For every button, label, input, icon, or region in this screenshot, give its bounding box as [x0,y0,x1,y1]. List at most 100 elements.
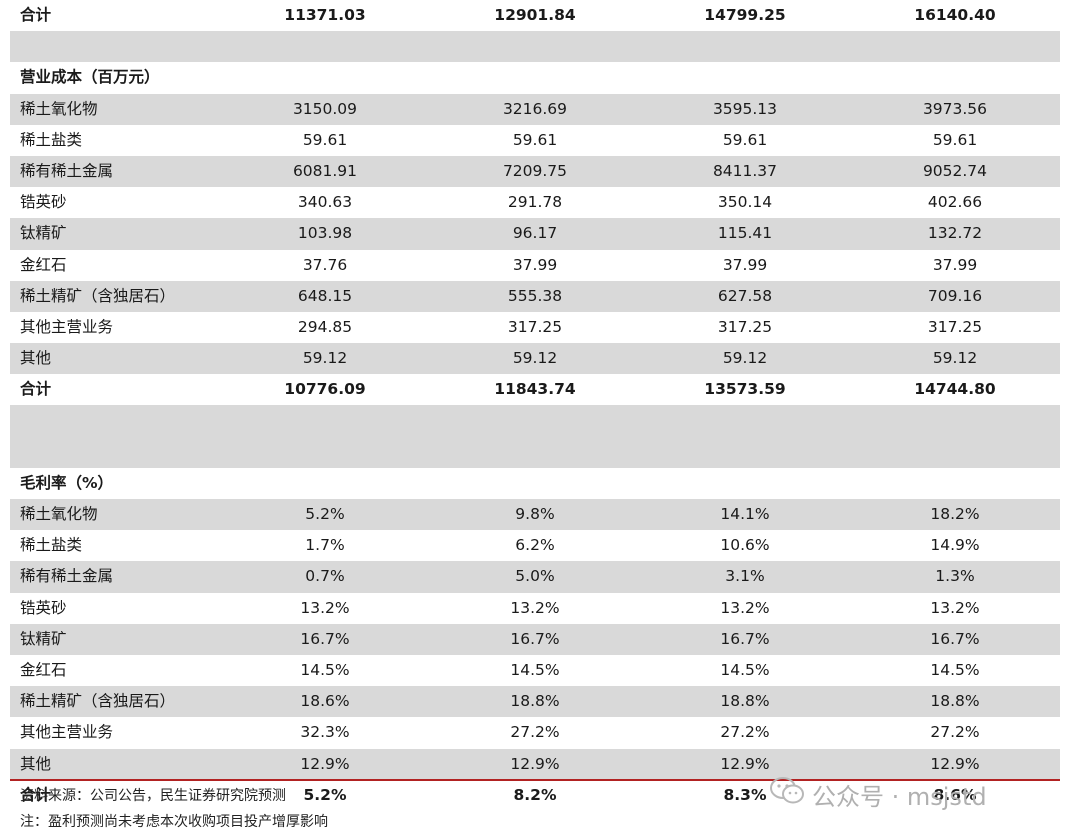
value-cell: 27.2% [720,723,770,742]
value-cell: 3973.56 [922,99,988,118]
row-label: 金红石 [20,255,67,274]
value-cell: 8.2% [513,785,557,804]
spacer-row [10,436,1060,468]
value-cell: 627.58 [717,286,773,305]
value-cell: 13.2% [720,598,770,617]
table-row: 金红石 37.76 37.99 37.99 37.99 [10,250,1060,281]
row-label: 稀土盐类 [20,536,83,555]
value-cell: 59.61 [302,130,348,149]
value-cell: 13573.59 [704,380,786,399]
row-label: 稀土氧化物 [20,505,98,523]
value-cell: 115.41 [717,224,773,243]
value-cell: 12.9% [720,754,770,773]
row-label: 钛精矿 [20,224,67,243]
value-cell: 18.8% [930,692,980,711]
row-label: 其他 [20,349,52,368]
value-cell: 10.6% [720,536,770,555]
value-cell: 37.76 [302,255,348,274]
value-cell: 8.3% [723,785,767,804]
table-row: 锆英砂 13.2% 13.2% 13.2% 13.2% [10,593,1060,624]
row-label: 锆英砂 [20,193,67,212]
value-cell [865,62,1045,93]
value-cell: 18.8% [720,692,770,711]
value-cell: 12.9% [930,754,980,773]
value-cell: 317.25 [507,317,563,336]
value-cell: 5.2% [303,785,347,804]
table-row: 稀有稀土金属 6081.91 7209.75 8411.37 9052.74 [10,155,1060,188]
table-row: 稀土盐类 1.7% 6.2% 10.6% 14.9% [10,530,1060,561]
value-cell: 6.2% [515,536,555,555]
forecast-note: 注：盈利预测尚未考虑本次收购项目投产增厚影响 [20,814,328,830]
value-cell: 14799.25 [704,6,786,24]
value-cell: 291.78 [507,193,563,212]
value-cell: 16.7% [300,629,350,648]
value-cell: 14.5% [720,660,770,679]
value-cell [445,405,625,436]
value-cell: 7209.75 [502,161,568,180]
table-row: 钛精矿 103.98 96.17 115.41 132.72 [10,218,1060,250]
value-cell: 5.2% [305,505,345,523]
value-cell [865,468,1045,499]
row-label: 营业成本（百万元） [20,68,160,87]
value-cell [445,31,625,62]
value-cell: 11843.74 [494,380,576,399]
value-cell: 9.8% [515,505,555,523]
row-label: 钛精矿 [20,629,67,648]
value-cell: 37.99 [512,255,558,274]
value-cell [445,437,625,468]
value-cell [655,437,835,468]
total-row: 合计 10776.09 11843.74 13573.59 14744.80 [10,374,1060,405]
value-cell [865,31,1045,62]
value-cell: 1.3% [935,567,975,586]
value-cell: 648.15 [297,286,353,305]
value-cell: 14.5% [510,660,560,679]
value-cell: 13.2% [930,598,980,617]
value-cell [865,405,1045,436]
value-cell: 3595.13 [712,99,778,118]
value-cell: 5.0% [515,567,555,586]
table-row: 其他 12.9% 12.9% 12.9% 12.9% [10,748,1060,780]
value-cell [655,405,835,436]
value-cell: 12901.84 [494,6,576,24]
value-cell: 3.1% [725,567,765,586]
value-cell [235,62,415,93]
value-cell [655,31,835,62]
watermark: 公众号 · msjstd [770,776,987,812]
value-cell [445,62,625,93]
row-label: 稀土氧化物 [20,99,98,118]
spacer-row [10,31,1060,63]
value-cell: 3150.09 [292,99,358,118]
value-cell [655,62,835,93]
value-cell: 59.61 [722,130,768,149]
value-cell: 14.5% [300,660,350,679]
value-cell: 103.98 [297,224,353,243]
value-cell: 27.2% [510,723,560,742]
value-cell: 555.38 [507,286,563,305]
spacer-row [10,405,1060,437]
value-cell: 0.7% [305,567,345,586]
table-row: 稀土精矿（含独居石） 648.15 555.38 627.58 709.16 [10,280,1060,312]
table-divider [10,779,1060,781]
value-cell: 12.9% [300,754,350,773]
table-row: 钛精矿 16.7% 16.7% 16.7% 16.7% [10,623,1060,655]
value-cell [235,31,415,62]
value-cell: 14.1% [720,505,770,523]
row-label: 其他主营业务 [20,317,114,336]
value-cell: 9052.74 [922,161,988,180]
row-label: 稀土精矿（含独居石） [20,286,176,305]
row-label: 稀有稀土金属 [20,161,114,180]
value-cell: 18.2% [930,505,980,523]
value-cell: 402.66 [927,193,983,212]
row-label: 金红石 [20,660,67,679]
value-cell: 1.7% [305,536,345,555]
table-row: 锆英砂 340.63 291.78 350.14 402.66 [10,187,1060,218]
value-cell: 18.8% [510,692,560,711]
wechat-icon [770,777,812,811]
table-row: 其他主营业务 32.3% 27.2% 27.2% 27.2% [10,717,1060,748]
row-label: 合计 [20,785,52,804]
table-row: 稀土氧化物 5.2% 9.8% 14.1% 18.2% [10,499,1060,531]
value-cell: 6081.91 [292,161,358,180]
value-cell: 709.16 [927,286,983,305]
value-cell: 37.99 [932,255,978,274]
value-cell: 13.2% [300,598,350,617]
